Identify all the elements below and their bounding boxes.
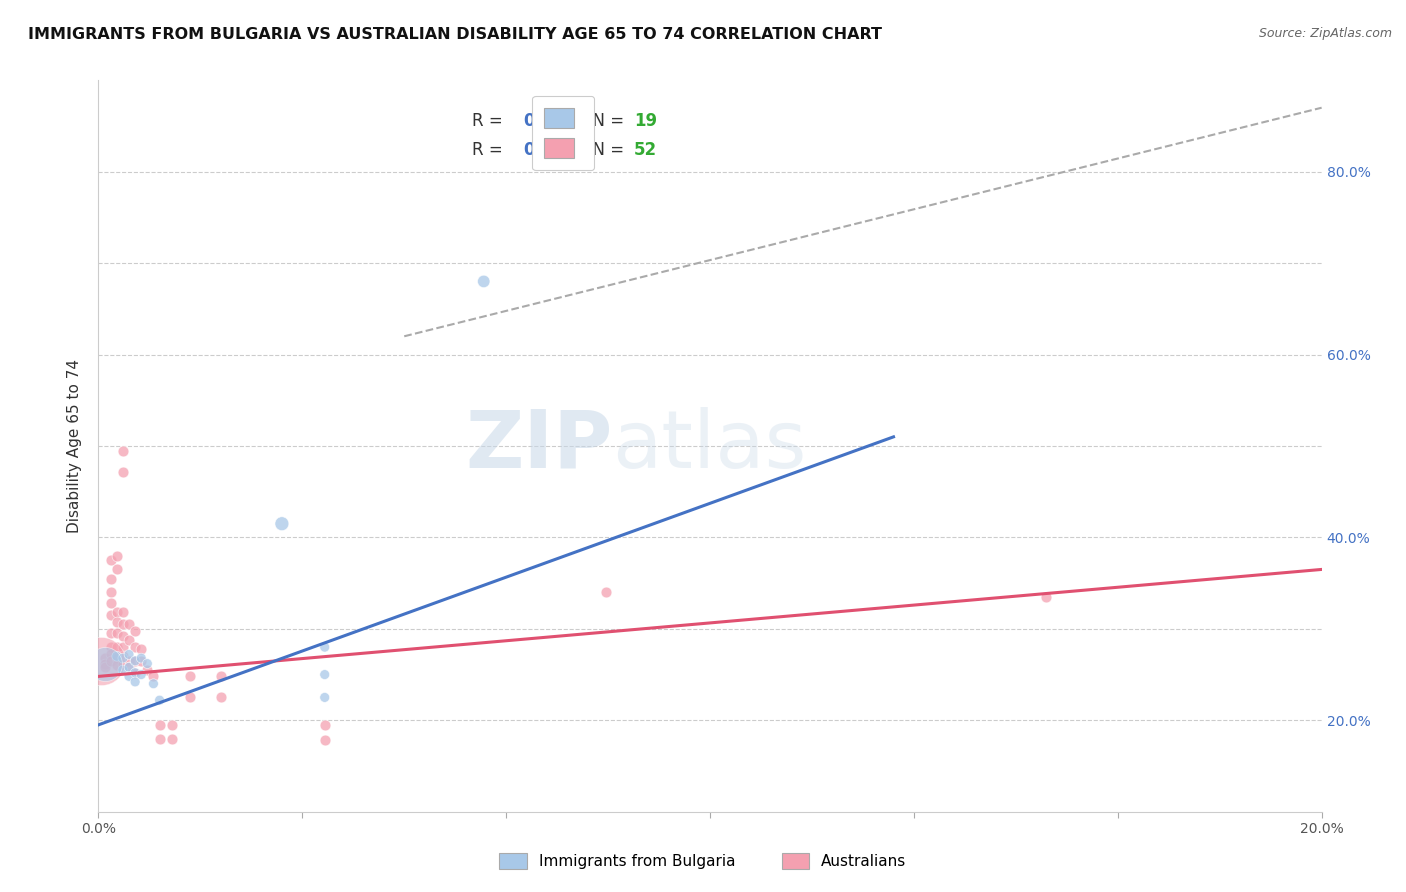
Legend: Immigrants from Bulgaria, Australians: Immigrants from Bulgaria, Australians bbox=[494, 847, 912, 875]
Point bbox=[142, 669, 165, 683]
Point bbox=[124, 674, 146, 689]
Point bbox=[100, 654, 122, 668]
Point bbox=[105, 606, 128, 620]
Point bbox=[179, 690, 201, 705]
Point bbox=[472, 274, 495, 288]
Legend: , : , bbox=[533, 96, 595, 170]
Point bbox=[111, 629, 134, 643]
Point bbox=[111, 649, 134, 664]
Point bbox=[129, 642, 152, 657]
Point bbox=[111, 657, 134, 671]
Point bbox=[270, 516, 292, 531]
Point bbox=[124, 654, 146, 668]
Point bbox=[314, 667, 336, 681]
Point bbox=[100, 640, 122, 655]
Point bbox=[124, 654, 146, 668]
Point bbox=[111, 606, 134, 620]
Point bbox=[118, 648, 141, 662]
Text: 0.526: 0.526 bbox=[523, 112, 575, 129]
Point bbox=[118, 660, 141, 674]
Point bbox=[124, 640, 146, 655]
Point bbox=[105, 549, 128, 563]
Point bbox=[160, 731, 183, 746]
Point bbox=[149, 718, 172, 732]
Point bbox=[105, 626, 128, 640]
Point bbox=[118, 660, 141, 674]
Point bbox=[100, 626, 122, 640]
Y-axis label: Disability Age 65 to 74: Disability Age 65 to 74 bbox=[67, 359, 83, 533]
Point bbox=[105, 649, 128, 664]
Point bbox=[100, 553, 122, 567]
Point bbox=[118, 632, 141, 647]
Point bbox=[314, 733, 336, 747]
Text: N =: N = bbox=[582, 112, 628, 129]
Point bbox=[209, 669, 232, 683]
Point bbox=[100, 596, 122, 610]
Text: R =: R = bbox=[471, 141, 508, 159]
Point bbox=[129, 667, 152, 681]
Point bbox=[595, 585, 617, 599]
Point bbox=[100, 572, 122, 586]
Point bbox=[209, 690, 232, 705]
Point bbox=[111, 663, 134, 677]
Point bbox=[111, 443, 134, 458]
Text: 19: 19 bbox=[634, 112, 658, 129]
Point bbox=[105, 658, 128, 673]
Point bbox=[111, 651, 134, 665]
Point bbox=[100, 585, 122, 599]
Point bbox=[93, 651, 115, 665]
Point bbox=[118, 617, 141, 632]
Text: 52: 52 bbox=[634, 141, 658, 159]
Point bbox=[118, 654, 141, 668]
Point bbox=[111, 640, 134, 655]
Point bbox=[100, 608, 122, 623]
Point bbox=[105, 562, 128, 576]
Point bbox=[124, 665, 146, 680]
Point bbox=[129, 651, 152, 665]
Text: Source: ZipAtlas.com: Source: ZipAtlas.com bbox=[1258, 27, 1392, 40]
Point bbox=[136, 657, 159, 671]
Point bbox=[124, 624, 146, 638]
Point bbox=[1035, 590, 1057, 604]
Point bbox=[179, 669, 201, 683]
Point bbox=[100, 648, 122, 662]
Point bbox=[136, 663, 159, 677]
Point bbox=[129, 654, 152, 668]
Point bbox=[105, 640, 128, 655]
Point bbox=[149, 731, 172, 746]
Text: IMMIGRANTS FROM BULGARIA VS AUSTRALIAN DISABILITY AGE 65 TO 74 CORRELATION CHART: IMMIGRANTS FROM BULGARIA VS AUSTRALIAN D… bbox=[28, 27, 882, 42]
Point bbox=[314, 640, 336, 655]
Point bbox=[160, 718, 183, 732]
Text: N =: N = bbox=[582, 141, 628, 159]
Point bbox=[142, 676, 165, 690]
Point bbox=[111, 465, 134, 479]
Point bbox=[111, 617, 134, 632]
Point bbox=[93, 657, 115, 671]
Text: ZIP: ZIP bbox=[465, 407, 612, 485]
Point bbox=[90, 654, 112, 668]
Point bbox=[105, 615, 128, 629]
Point bbox=[124, 665, 146, 680]
Text: atlas: atlas bbox=[612, 407, 807, 485]
Point bbox=[314, 718, 336, 732]
Point bbox=[93, 657, 115, 671]
Text: R =: R = bbox=[471, 112, 508, 129]
Point bbox=[118, 669, 141, 683]
Text: 0.198: 0.198 bbox=[523, 141, 575, 159]
Point bbox=[314, 690, 336, 705]
Point bbox=[93, 660, 115, 674]
Point bbox=[149, 693, 172, 707]
Point bbox=[105, 651, 128, 665]
